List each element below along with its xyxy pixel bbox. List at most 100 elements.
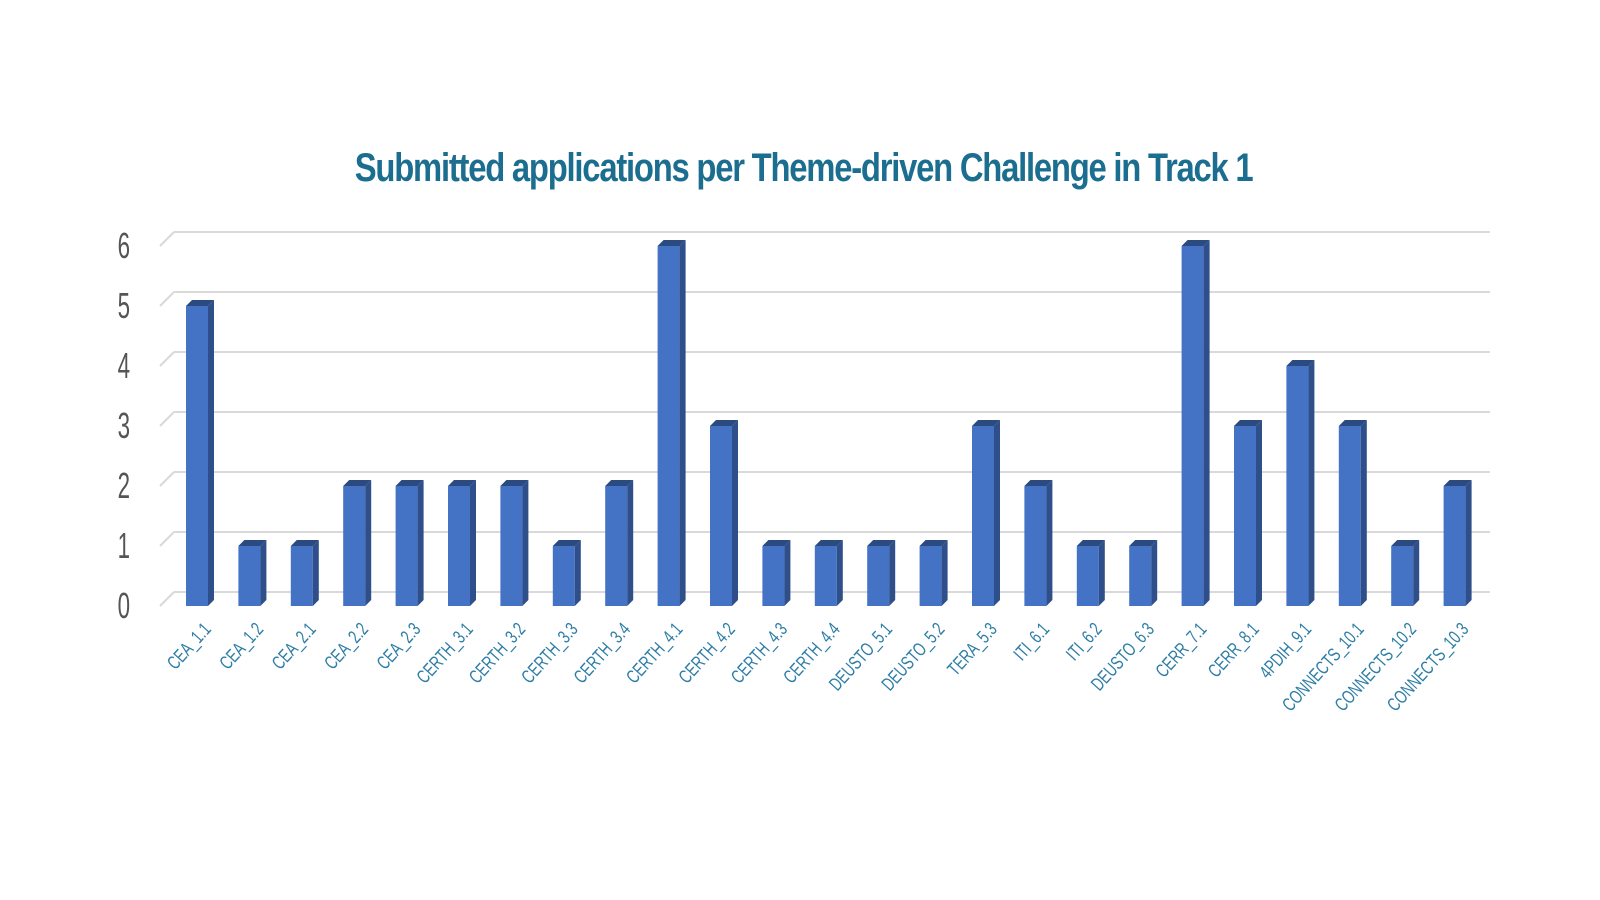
bar-CONNECTS_10.1: [1338, 420, 1367, 606]
bar-side: [1308, 360, 1315, 606]
bar-CEA_2.2: [343, 480, 372, 606]
x-tick-label: ITI_6.1: [1009, 618, 1054, 664]
gridline-corner-3: [159, 411, 175, 427]
bar-front: [919, 546, 942, 606]
gridline-corner-1: [159, 531, 175, 547]
bar-CERTH_4.4: [814, 540, 843, 606]
y-tick-label: 5: [118, 287, 130, 327]
bar-CERTH_3.4: [605, 480, 634, 606]
bar-side: [470, 480, 476, 606]
bar-side: [312, 540, 319, 606]
bar-front: [814, 546, 837, 606]
bar-side: [417, 480, 424, 606]
bar-top: [1338, 420, 1367, 426]
gridline-corner-6: [159, 231, 175, 247]
bar-CEA_2.1: [290, 540, 319, 606]
x-tick-label: CERR_8.1: [1203, 618, 1263, 681]
x-axis-ticks: CEA_1.1 CEA_1.2 CEA_2.1 CEA_2.2 CEA_2.3CERTH…: [163, 618, 1473, 715]
bar-top: [1391, 540, 1420, 546]
bar-side: [994, 420, 1000, 606]
bar-top: [762, 540, 791, 546]
bar-front: [343, 486, 366, 606]
x-tick-label: TERA_5.3: [943, 618, 1001, 679]
bar-top: [395, 480, 424, 486]
x-tick-label: CERTH_4.1: [622, 618, 687, 687]
bar-top: [343, 480, 372, 486]
bar-front: [1338, 426, 1361, 606]
y-tick-label: 6: [118, 227, 130, 267]
bar-side: [1360, 420, 1367, 606]
bar-top: [605, 480, 634, 486]
bar-ITI_6.1: [1024, 480, 1053, 606]
bar-front: [972, 426, 994, 606]
bar-front: [1024, 486, 1047, 606]
bar-side: [1098, 540, 1105, 606]
x-tick-label: CERTH_3.4: [569, 618, 634, 687]
bar-front: [186, 306, 208, 606]
y-tick-label: 4: [118, 347, 130, 387]
bar-top: [1443, 480, 1472, 486]
chart-title: Submitted applications per Theme-driven …: [354, 146, 1254, 190]
bar-top: [500, 480, 529, 486]
bar-front: [1443, 486, 1466, 606]
bar-DEUSTO_5.2: [919, 540, 948, 606]
bar-top: [448, 480, 476, 486]
bar-top: [1181, 240, 1210, 246]
bar-CERTH_3.1: [448, 480, 476, 606]
bar-4PDIH_9.1: [1286, 360, 1315, 606]
bar-front: [290, 546, 313, 606]
bar-top: [1286, 360, 1315, 366]
bar-TERA_5.3: [972, 420, 1000, 606]
bar-side: [836, 540, 843, 606]
bar-front: [395, 486, 418, 606]
gridline-corner-5: [159, 291, 175, 307]
bar-top: [290, 540, 319, 546]
bar-side: [208, 300, 214, 606]
bar-front: [1076, 546, 1099, 606]
gridlines: [159, 231, 1490, 607]
bar-side: [522, 480, 529, 606]
bar-CEA_2.3: [395, 480, 424, 606]
bar-front: [1391, 546, 1414, 606]
bar-top: [1234, 420, 1262, 426]
gridline-corner-2: [159, 471, 175, 487]
x-tick-label: CERTH_3.1: [412, 618, 477, 687]
bar-side: [1256, 420, 1262, 606]
bar-top: [919, 540, 948, 546]
x-tick-label: CEA_2.3: [372, 618, 425, 673]
y-axis-ticks: 0 1 2 3 4 5 6: [118, 227, 130, 627]
bar-CERTH_4.1: [657, 240, 686, 606]
bar-CERTH_4.3: [762, 540, 791, 606]
bar-top: [972, 420, 1000, 426]
bar-CERR_8.1: [1234, 420, 1262, 606]
bar-top: [1076, 540, 1105, 546]
x-tick-label: CEA_2.2: [320, 618, 373, 673]
bar-side: [732, 420, 738, 606]
bar-side: [784, 540, 791, 606]
bar-side: [574, 540, 581, 606]
x-tick-label: CERR_7.1: [1151, 618, 1211, 681]
x-tick-label: CEA_1.2: [215, 618, 268, 673]
bar-CERTH_3.3: [552, 540, 581, 606]
x-tick-label: ITI_6.2: [1062, 618, 1107, 664]
bar-side: [1413, 540, 1420, 606]
bar-CERR_7.1: [1181, 240, 1210, 606]
bar-side: [1151, 540, 1158, 606]
y-tick-label: 3: [118, 407, 130, 447]
bar-top: [710, 420, 738, 426]
bar-CEA_1.1: [186, 300, 214, 606]
y-tick-label: 1: [118, 527, 130, 567]
bar-front: [552, 546, 575, 606]
bar-side: [941, 540, 948, 606]
bar-front: [867, 546, 890, 606]
bar-front: [1234, 426, 1256, 606]
gridline-corner-0: [159, 591, 175, 607]
bar-side: [365, 480, 372, 606]
y-tick-label: 2: [118, 467, 130, 507]
bar-top: [1024, 480, 1053, 486]
bar-side: [679, 240, 686, 606]
bar-DEUSTO_6.3: [1129, 540, 1158, 606]
bar-top: [1129, 540, 1158, 546]
bar-side: [1046, 480, 1053, 606]
